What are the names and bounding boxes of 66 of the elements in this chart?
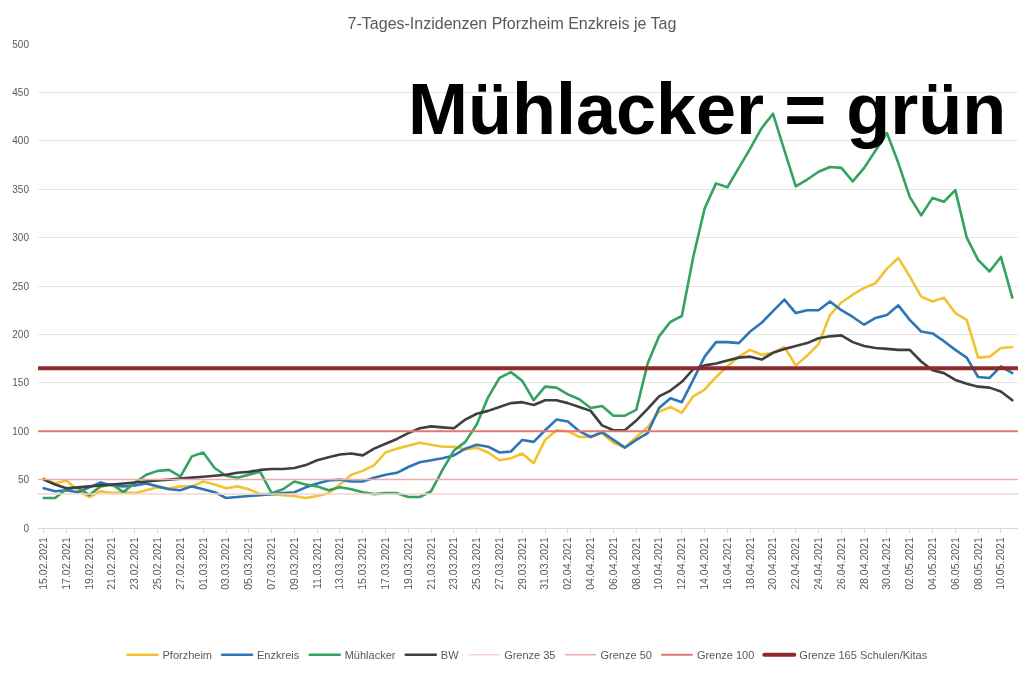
x-tick-label: 11.03.2021 [310,537,323,589]
y-tick-label: 350 [12,183,30,195]
x-tick-label: 21.02.2021 [105,537,118,590]
x-tick-label: 09.03.2021 [287,537,300,590]
x-tick-label: 01.03.2021 [196,537,209,590]
x-tick-label: 20.04.2021 [766,537,779,590]
legend-label: Grenze 35 [504,649,556,662]
x-tick-label: 21.03.2021 [424,537,437,590]
x-tick-label: 10.04.2021 [652,537,665,590]
x-tick-label: 16.04.2021 [720,537,733,590]
x-tick-label: 29.03.2021 [515,537,528,590]
line-series [42,298,1014,500]
x-tick-label: 22.04.2021 [789,537,802,590]
x-tick-label: 25.03.2021 [470,537,483,590]
y-tick-label: 250 [12,280,30,292]
chart-title: 7-Tages-Inzidenzen Pforzheim Enzkreis je Tag [347,14,677,32]
x-tick-label: 12.04.2021 [675,537,688,590]
x-tick-label: 04.05.2021 [925,537,938,590]
legend-label: Mühlacker [344,649,396,662]
x-tick-label: 02.05.2021 [903,537,916,590]
line-series [42,334,1014,490]
legend-label: Grenze 165 Schulen/Kitas [799,649,928,662]
x-tick-label: 18.04.2021 [743,537,756,590]
x-tick-label: 23.03.2021 [447,537,460,590]
x-tick-label: 27.03.2021 [492,537,505,590]
x-tick-label: 15.02.2021 [37,537,50,590]
y-tick-label: 150 [12,377,30,389]
x-tick-label: 04.04.2021 [584,537,597,590]
x-tick-label: 19.02.2021 [82,537,95,590]
x-tick-label: 30.04.2021 [880,537,893,590]
x-tick-label: 26.04.2021 [834,537,847,590]
x-tick-label: 15.03.2021 [356,537,369,590]
annotation: Mühlacker = grün [408,69,1007,149]
legend-label: Enzkreis [257,649,300,662]
x-tick-label: 08.04.2021 [629,537,642,590]
x-tick-label: 13.03.2021 [333,537,346,590]
legend-label: Pforzheim [162,649,213,662]
x-tick-label: 17.03.2021 [378,537,391,590]
x-tick-label: 05.03.2021 [242,537,255,590]
y-tick-label: 400 [12,135,30,147]
x-tick-label: 02.04.2021 [561,537,574,590]
x-tick-label: 25.02.2021 [151,537,164,590]
y-tick-label: 450 [12,86,30,98]
x-tick-label: 03.03.2021 [219,537,232,590]
x-tick-label: 06.04.2021 [606,537,619,590]
legend-label: BW [440,649,460,662]
x-tick-label: 08.05.2021 [971,537,984,590]
x-tick-label: 23.02.2021 [128,537,141,590]
x-tick-label: 27.02.2021 [173,537,186,590]
y-tick-label: 50 [17,474,30,486]
x-tick-label: 24.04.2021 [811,537,824,590]
x-tick-label: 31.03.2021 [538,537,551,590]
x-tick-label: 28.04.2021 [857,537,870,590]
y-tick-label: 500 [12,38,30,50]
y-tick-label: 300 [12,232,30,244]
y-tick-label: 100 [12,425,30,437]
x-tick-label: 10.05.2021 [994,537,1007,590]
x-tick-label: 14.04.2021 [698,537,711,590]
legend-label: Grenze 50 [600,649,652,662]
legend-label: Grenze 100 [696,649,755,662]
y-tick-label: 0 [23,522,30,534]
x-tick-label: 07.03.2021 [265,537,278,590]
y-tick-label: 200 [12,328,30,340]
x-tick-label: 17.02.2021 [59,537,72,590]
x-tick-label: 06.05.2021 [948,537,961,590]
x-tick-label: 19.03.2021 [401,537,414,590]
